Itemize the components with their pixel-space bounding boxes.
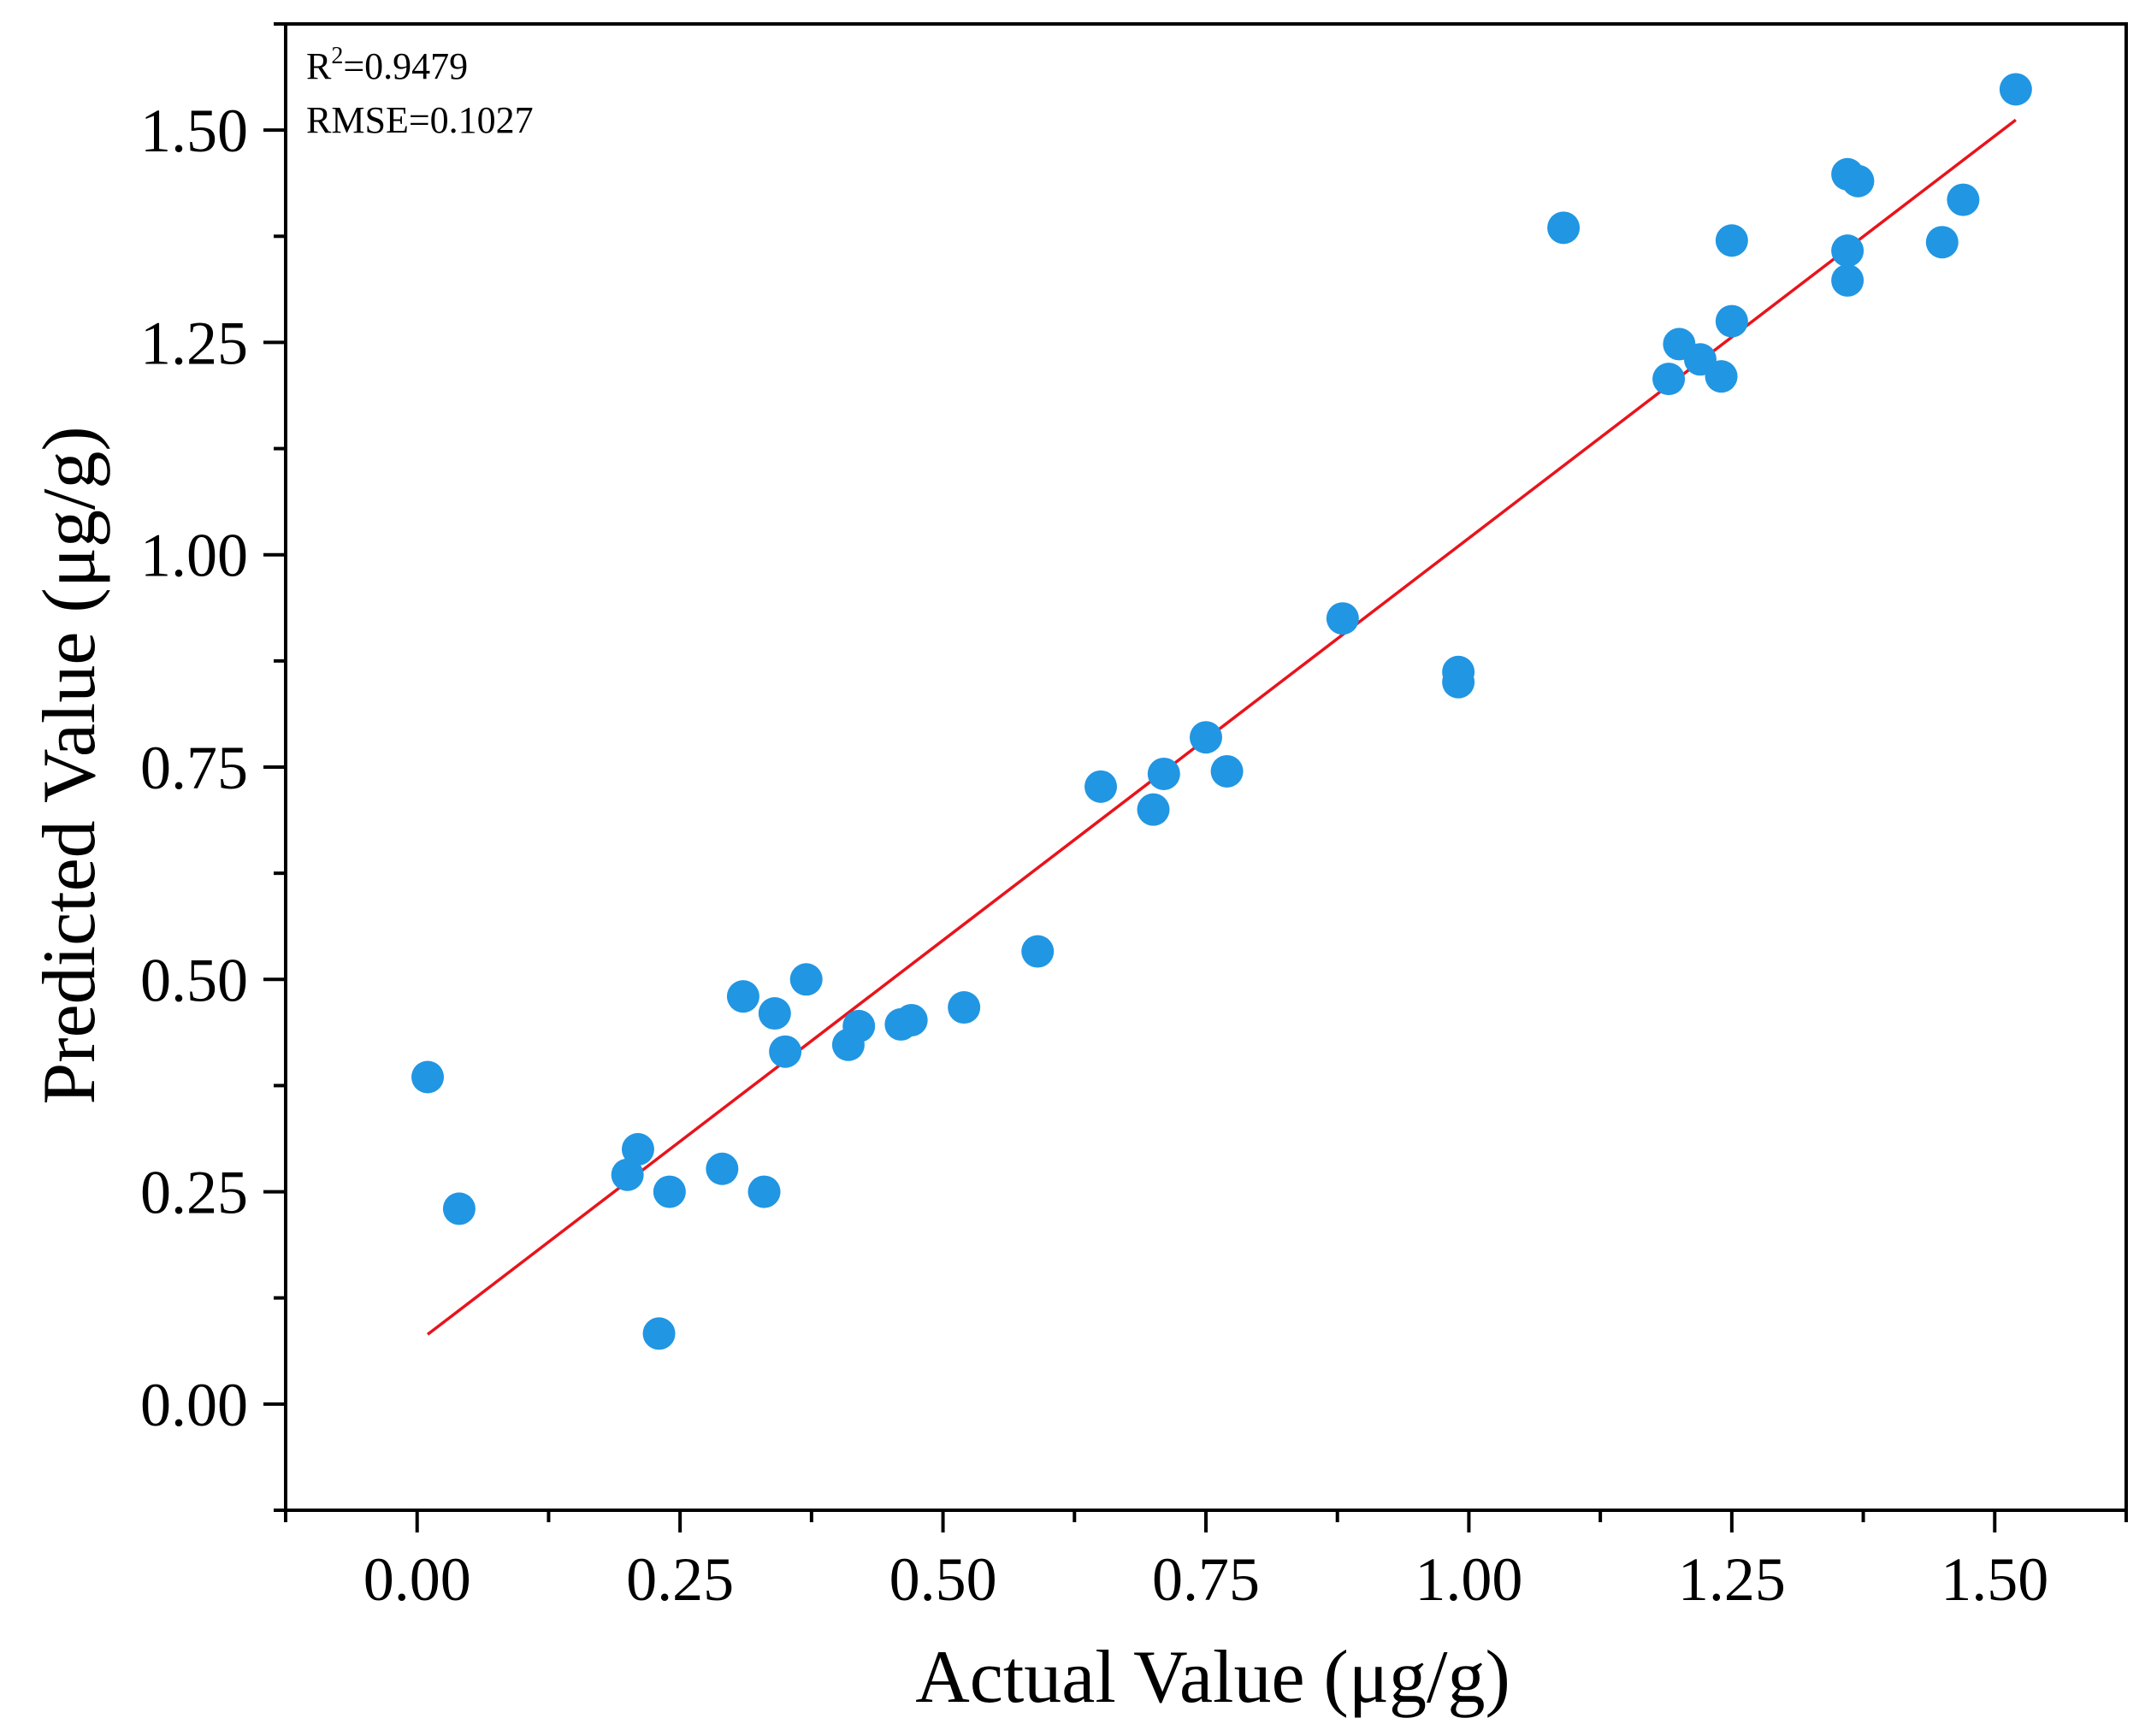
x-tick-label: 1.25 [1678,1545,1786,1614]
fit-line [426,118,2017,1336]
data-point [1084,770,1118,803]
data-point [1326,602,1359,635]
r2-annotation: R2=0.9479 [306,43,468,87]
data-points [411,73,2032,1350]
data-point [1547,211,1581,245]
data-point [1947,183,1980,216]
y-axis-title: Predicted Value (μg/g) [28,426,111,1104]
data-point [789,963,823,996]
data-point [1831,234,1864,268]
data-point [1831,263,1864,297]
r2-label: R [306,45,332,87]
data-point [726,980,759,1013]
y-tick-label: 0.00 [140,1371,248,1439]
data-point [1652,363,1686,396]
data-point [758,997,791,1030]
data-point [653,1175,686,1208]
data-point [895,1003,928,1036]
y-tick-label: 0.50 [140,946,248,1014]
data-point [1442,665,1475,699]
data-point [1210,754,1244,788]
r2-superscript: 2 [331,43,343,69]
x-tick-label: 1.50 [1941,1545,2048,1614]
data-point [1021,935,1055,968]
r2-value: =0.9479 [343,45,468,87]
data-point [1715,304,1748,338]
x-axis-title: Actual Value (μg/g) [915,1636,1510,1719]
data-point [948,991,981,1024]
data-point [1925,226,1959,259]
data-point [1190,721,1222,754]
data-point [842,1009,876,1042]
y-axis-ticks: 0.00 0.25 0.50 0.75 1.00 1.25 1.50 [140,22,286,1512]
y-tick-label: 1.50 [140,97,248,165]
data-point [748,1175,781,1208]
data-point [411,1060,445,1094]
data-point [1147,757,1180,790]
x-tick-label: 0.25 [626,1545,734,1614]
rmse-annotation: RMSE=0.1027 [306,99,534,141]
y-tick-label: 0.75 [140,734,248,802]
x-tick-label: 0.50 [889,1545,997,1614]
x-tick-label: 0.00 [363,1545,471,1614]
x-tick-label: 0.75 [1152,1545,1260,1614]
x-tick-label: 1.00 [1415,1545,1522,1614]
data-point [706,1152,739,1185]
y-tick-label: 1.25 [140,309,248,377]
data-point [611,1158,644,1191]
y-tick-label: 1.00 [140,522,248,590]
data-point [442,1192,476,1225]
data-point [642,1317,676,1350]
data-point [1137,793,1170,826]
data-point [621,1132,654,1166]
y-tick-label: 0.25 [140,1159,248,1227]
data-point [1999,73,2032,106]
fit-line-group [426,118,2017,1336]
data-point [1715,224,1748,257]
data-point [769,1035,802,1068]
data-point [1705,360,1738,393]
x-axis-ticks: 0.00 0.25 0.50 0.75 1.00 1.25 1.50 [284,1510,2128,1614]
data-point [1841,164,1875,198]
